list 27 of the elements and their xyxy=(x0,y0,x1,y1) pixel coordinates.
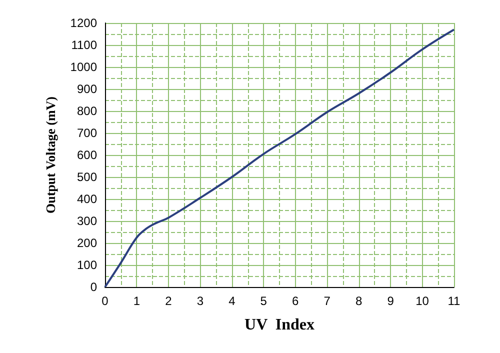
y-axis-title: Output Voltage (mV) xyxy=(43,96,58,214)
x-tick-label: 9 xyxy=(387,294,394,308)
y-tick-label: 1200 xyxy=(70,16,98,30)
y-tick-label: 900 xyxy=(76,82,98,96)
y-tick-label: 500 xyxy=(76,170,98,184)
y-tick-label: 1000 xyxy=(70,60,98,74)
y-tick-label: 0 xyxy=(90,280,98,294)
x-tick-label: 10 xyxy=(416,294,430,308)
y-tick-label: 700 xyxy=(76,126,98,140)
x-tick-label: 4 xyxy=(228,294,236,308)
x-tick-label: 6 xyxy=(292,294,300,308)
x-tick-label: 5 xyxy=(260,294,268,308)
x-tick-label: 7 xyxy=(324,294,331,308)
x-tick-label: 2 xyxy=(165,294,172,308)
y-tick-label: 200 xyxy=(76,236,98,250)
x-tick-label: 1 xyxy=(133,294,140,308)
y-tick-label: 800 xyxy=(76,104,98,118)
y-tick-label: 1100 xyxy=(71,38,98,52)
x-tick-label: 0 xyxy=(102,294,109,308)
x-axis-title: UV Index xyxy=(244,316,314,334)
y-tick-label: 300 xyxy=(76,214,98,228)
y-tick-label: 100 xyxy=(76,258,98,272)
x-tick-label: 8 xyxy=(355,294,362,308)
y-tick-label: 400 xyxy=(76,192,98,206)
x-tick-label: 11 xyxy=(448,294,461,308)
x-tick-label: 3 xyxy=(196,294,204,308)
y-tick-label: 600 xyxy=(76,148,98,162)
